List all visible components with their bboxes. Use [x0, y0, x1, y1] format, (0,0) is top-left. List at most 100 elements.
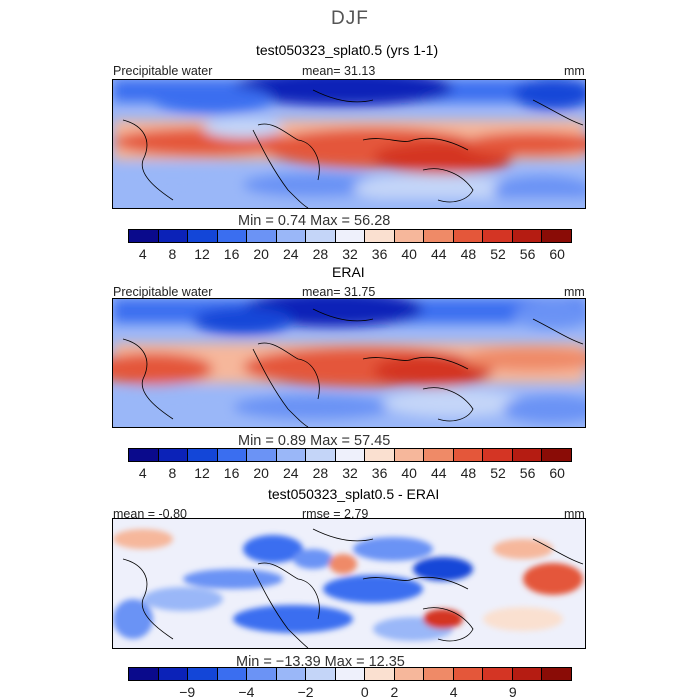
map-diff-field [113, 519, 585, 648]
colorbar-tick-label: 16 [223, 246, 240, 262]
colorbar-tick-label: 40 [401, 246, 417, 262]
colorbar-tick-label: −9 [179, 684, 196, 700]
coastlines-diff [122, 528, 584, 648]
panel-title-obs: ERAI [332, 264, 365, 280]
colorbar-swatch [276, 449, 307, 461]
colorbar-swatch [365, 230, 395, 242]
panel-units-label-obs: mm [564, 285, 585, 299]
map-model-field [113, 80, 585, 208]
colorbar-tick-label: −4 [238, 684, 255, 700]
colorbar-tick-label: 12 [194, 465, 210, 481]
colorbar-tick-label: 36 [371, 246, 388, 262]
colorbar-swatch [158, 668, 189, 680]
panel-title-model: test050323_splat0.5 (yrs 1-1) [256, 42, 439, 58]
colorbar-tick-label: 44 [431, 246, 447, 262]
colorbar-swatch [188, 449, 218, 461]
minmax-obs: Min = 0.89 Max = 57.45 [238, 433, 391, 449]
panel-units-label-diff: mm [564, 507, 585, 521]
colorbar-tick-label: 56 [519, 246, 536, 262]
colorbar-tick-label: 32 [342, 465, 358, 481]
map-diff [112, 518, 586, 649]
colorbar-tick-label: 28 [312, 465, 329, 481]
colorbar-tick-label: 60 [549, 465, 565, 481]
colorbar-swatch [483, 449, 513, 461]
colorbar-tick-label: 24 [283, 465, 299, 481]
colorbar-swatch [276, 230, 307, 242]
panel-left-label-diff: mean = -0.80 [113, 507, 188, 521]
minmax-diff: Min = −13.39 Max = 12.35 [236, 654, 405, 670]
panel-mean-label-model: mean= 31.13 [302, 64, 376, 78]
colorbar-swatch [542, 230, 571, 242]
colorbar-swatch [542, 449, 571, 461]
colorbar-tick-label: 20 [253, 465, 269, 481]
colorbar-swatch [306, 230, 336, 242]
colorbar-swatch [129, 668, 159, 680]
colorbar-swatch [306, 449, 336, 461]
colorbar-swatch [394, 449, 425, 461]
colorbar-swatch [453, 449, 484, 461]
colorbar-tick-label: 8 [168, 246, 177, 262]
colorbar-swatch [247, 230, 277, 242]
coastlines-model [122, 89, 584, 208]
colorbar-tick-label: 2 [390, 684, 399, 700]
colorbar-swatch [424, 230, 454, 242]
colorbar-tick-label: 4 [138, 465, 147, 481]
colorbar-swatch [453, 230, 484, 242]
colorbar-swatch [512, 230, 543, 242]
colorbar-swatch [424, 449, 454, 461]
colorbar-swatch [335, 449, 366, 461]
colorbar-swatch [158, 449, 189, 461]
colorbar-tick-label: 24 [283, 246, 299, 262]
colorbar-swatch [394, 668, 425, 680]
colorbar-swatch [129, 230, 159, 242]
colorbar-swatch [394, 230, 425, 242]
panel-left-label-model: Precipitable water [113, 64, 213, 78]
colorbar-tick-label: 32 [342, 246, 358, 262]
colorbar-swatch [483, 230, 513, 242]
colorbar-swatch [217, 668, 248, 680]
colorbar-tick-label: 8 [168, 465, 177, 481]
colorbar-tick-label: 4 [449, 684, 458, 700]
colorbar-swatch [217, 230, 248, 242]
panel-units-label-model: mm [564, 64, 585, 78]
panel-title-diff: test050323_splat0.5 - ERAI [268, 486, 440, 502]
colorbar-swatch [247, 449, 277, 461]
colorbar-obs [128, 448, 572, 462]
colorbar-swatch [217, 449, 248, 461]
colorbar-swatch [335, 230, 366, 242]
colorbar-swatch [424, 668, 454, 680]
map-obs [112, 298, 586, 428]
colorbar-tick-label: 36 [371, 465, 388, 481]
colorbar-swatch [158, 230, 189, 242]
colorbar-tick-label: 48 [460, 246, 477, 262]
colorbar-swatch [453, 668, 484, 680]
colorbar-model [128, 229, 572, 243]
panel-mean-label-obs: mean= 31.75 [302, 285, 376, 299]
colorbar-swatch [129, 449, 159, 461]
colorbar-tick-label: 44 [431, 465, 447, 481]
colorbar-diff [128, 667, 572, 681]
colorbar-tick-label: 0 [360, 684, 369, 700]
colorbar-tick-label: 40 [401, 465, 417, 481]
coastlines-obs [122, 308, 584, 427]
colorbar-tick-label: 9 [508, 684, 517, 700]
panel-rmse-label-diff: rmse = 2.79 [302, 507, 369, 521]
colorbar-swatch [335, 668, 366, 680]
colorbar-swatch [188, 230, 218, 242]
colorbar-tick-label: 12 [194, 246, 210, 262]
colorbar-tick-label: 28 [312, 246, 329, 262]
colorbar-tick-label: 48 [460, 465, 477, 481]
colorbar-swatch [188, 668, 218, 680]
colorbar-swatch [365, 668, 395, 680]
map-model [112, 79, 586, 209]
colorbar-tick-label: 52 [490, 465, 506, 481]
colorbar-tick-label: 52 [490, 246, 506, 262]
colorbar-swatch [247, 668, 277, 680]
figure-suptitle: DJF [331, 8, 369, 29]
colorbar-swatch [512, 449, 543, 461]
colorbar-swatch [276, 668, 307, 680]
minmax-model: Min = 0.74 Max = 56.28 [238, 213, 391, 229]
map-obs-field [113, 299, 585, 427]
colorbar-swatch [512, 668, 543, 680]
colorbar-tick-label: 56 [519, 465, 536, 481]
